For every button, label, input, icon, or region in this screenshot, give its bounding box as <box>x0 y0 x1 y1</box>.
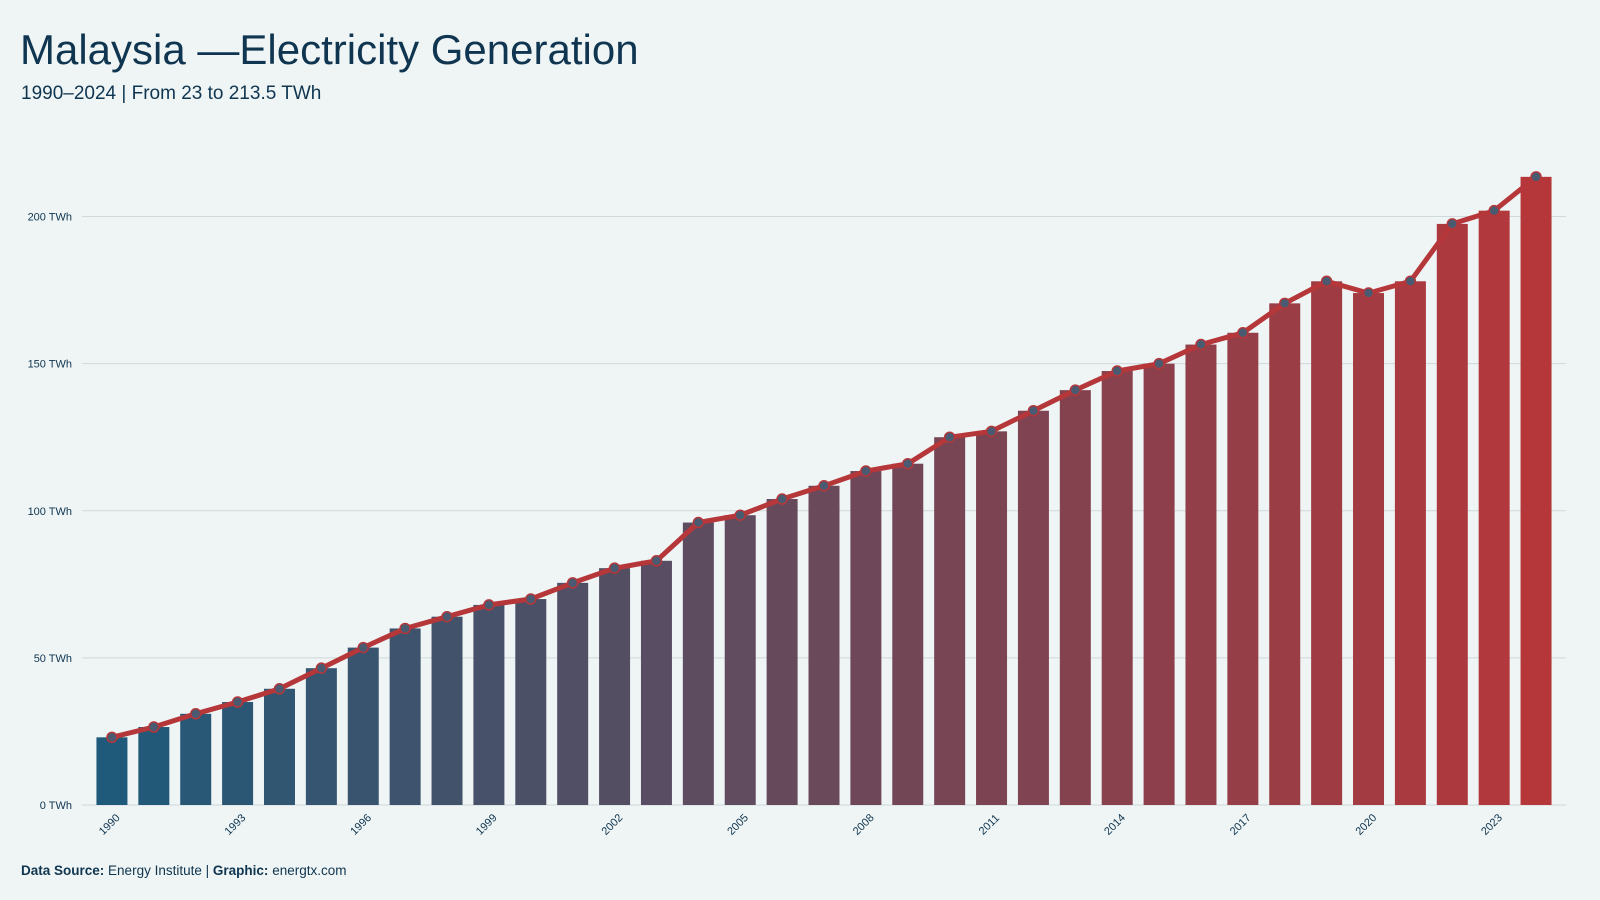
point-marker <box>525 593 537 605</box>
point-marker <box>441 610 453 623</box>
bar <box>1311 281 1343 806</box>
point-marker <box>357 641 370 654</box>
source-label: Data Source: <box>21 863 104 878</box>
chart-title: Malaysia —Electricity Generation <box>20 26 639 73</box>
bar <box>1436 223 1468 805</box>
separator: | <box>206 863 210 878</box>
x-tick-label: 2014 <box>1102 812 1128 838</box>
y-tick-label: 50 TWh <box>34 653 72 665</box>
y-tick-label: 100 TWh <box>28 506 72 518</box>
point-marker <box>1237 327 1249 339</box>
bar <box>222 702 254 805</box>
point-marker <box>148 721 160 733</box>
bar <box>892 463 924 805</box>
bar <box>682 522 714 805</box>
point-marker <box>1153 357 1165 370</box>
point-marker <box>650 555 663 567</box>
point-marker <box>985 425 998 438</box>
bar <box>1143 363 1175 805</box>
x-tick-label: 2008 <box>851 812 877 838</box>
x-tick-label: 2005 <box>725 812 751 838</box>
point-marker <box>566 577 579 589</box>
point-marker <box>1362 287 1375 299</box>
point-marker <box>106 731 118 744</box>
x-tick-label: 2023 <box>1479 812 1505 838</box>
bar <box>138 727 170 805</box>
bar <box>1353 293 1385 805</box>
bar <box>1227 332 1259 805</box>
y-tick-label: 150 TWh <box>28 359 72 371</box>
x-tick-label: 1993 <box>223 812 249 838</box>
x-tick-label: 2011 <box>977 812 1002 837</box>
bar <box>96 737 128 805</box>
bar <box>724 515 756 805</box>
bar <box>808 485 840 805</box>
bar <box>599 568 631 805</box>
point-marker <box>902 457 914 470</box>
bar <box>431 616 463 805</box>
bar <box>1059 390 1091 805</box>
bar <box>1269 303 1301 805</box>
point-marker <box>273 683 286 695</box>
chart-subtitle: 1990–2024 | From 23 to 213.5 TWh <box>21 83 321 104</box>
point-marker <box>818 480 830 492</box>
y-tick-label: 200 TWh <box>28 212 72 224</box>
x-tick-label: 1990 <box>97 812 123 838</box>
point-marker <box>860 465 872 477</box>
bar <box>557 582 589 805</box>
point-marker <box>1111 365 1123 377</box>
bar <box>640 560 672 805</box>
x-tick-label: 1999 <box>474 812 500 838</box>
bar <box>1185 344 1217 805</box>
bar <box>1101 371 1133 805</box>
bar <box>850 471 882 805</box>
bar <box>305 668 337 805</box>
bar <box>180 713 212 805</box>
y-tick-label: 0 TWh <box>40 800 72 812</box>
point-marker <box>608 562 621 574</box>
x-tick-label: 2020 <box>1353 812 1379 838</box>
point-marker <box>483 599 495 611</box>
bar <box>1017 410 1049 805</box>
point-marker <box>315 662 328 674</box>
point-marker <box>1195 338 1207 351</box>
x-tick-label: 1996 <box>348 812 374 838</box>
point-marker <box>189 708 202 720</box>
point-marker <box>1530 171 1542 183</box>
point-marker <box>943 431 956 443</box>
x-tick-label: 2002 <box>600 812 626 838</box>
point-marker <box>231 696 244 708</box>
source: Energy Institute <box>108 863 202 878</box>
bar <box>515 599 547 805</box>
footer: Data Source: Energy Institute | Graphic:… <box>21 863 346 878</box>
bar <box>934 437 966 805</box>
point-marker <box>1446 218 1459 230</box>
bar <box>473 604 505 805</box>
point-marker <box>1278 297 1291 310</box>
bar <box>263 688 295 805</box>
bar <box>347 647 379 805</box>
bar <box>1520 176 1552 805</box>
point-marker <box>399 622 411 635</box>
point-marker <box>1069 384 1082 396</box>
point-marker <box>1404 275 1417 288</box>
bar <box>1394 281 1426 806</box>
point-marker <box>692 516 705 529</box>
graphic-label: Graphic: <box>213 863 269 878</box>
point-marker <box>1027 404 1040 417</box>
bar <box>1478 210 1510 805</box>
point-marker <box>734 509 746 521</box>
x-tick-label: 2017 <box>1228 812 1254 838</box>
point-marker <box>1488 204 1500 217</box>
point-marker <box>1320 275 1333 288</box>
bar <box>976 431 1008 805</box>
point-marker <box>776 493 788 505</box>
graphic: energtx.com <box>272 863 346 878</box>
bar <box>766 499 798 805</box>
bar <box>389 628 421 805</box>
